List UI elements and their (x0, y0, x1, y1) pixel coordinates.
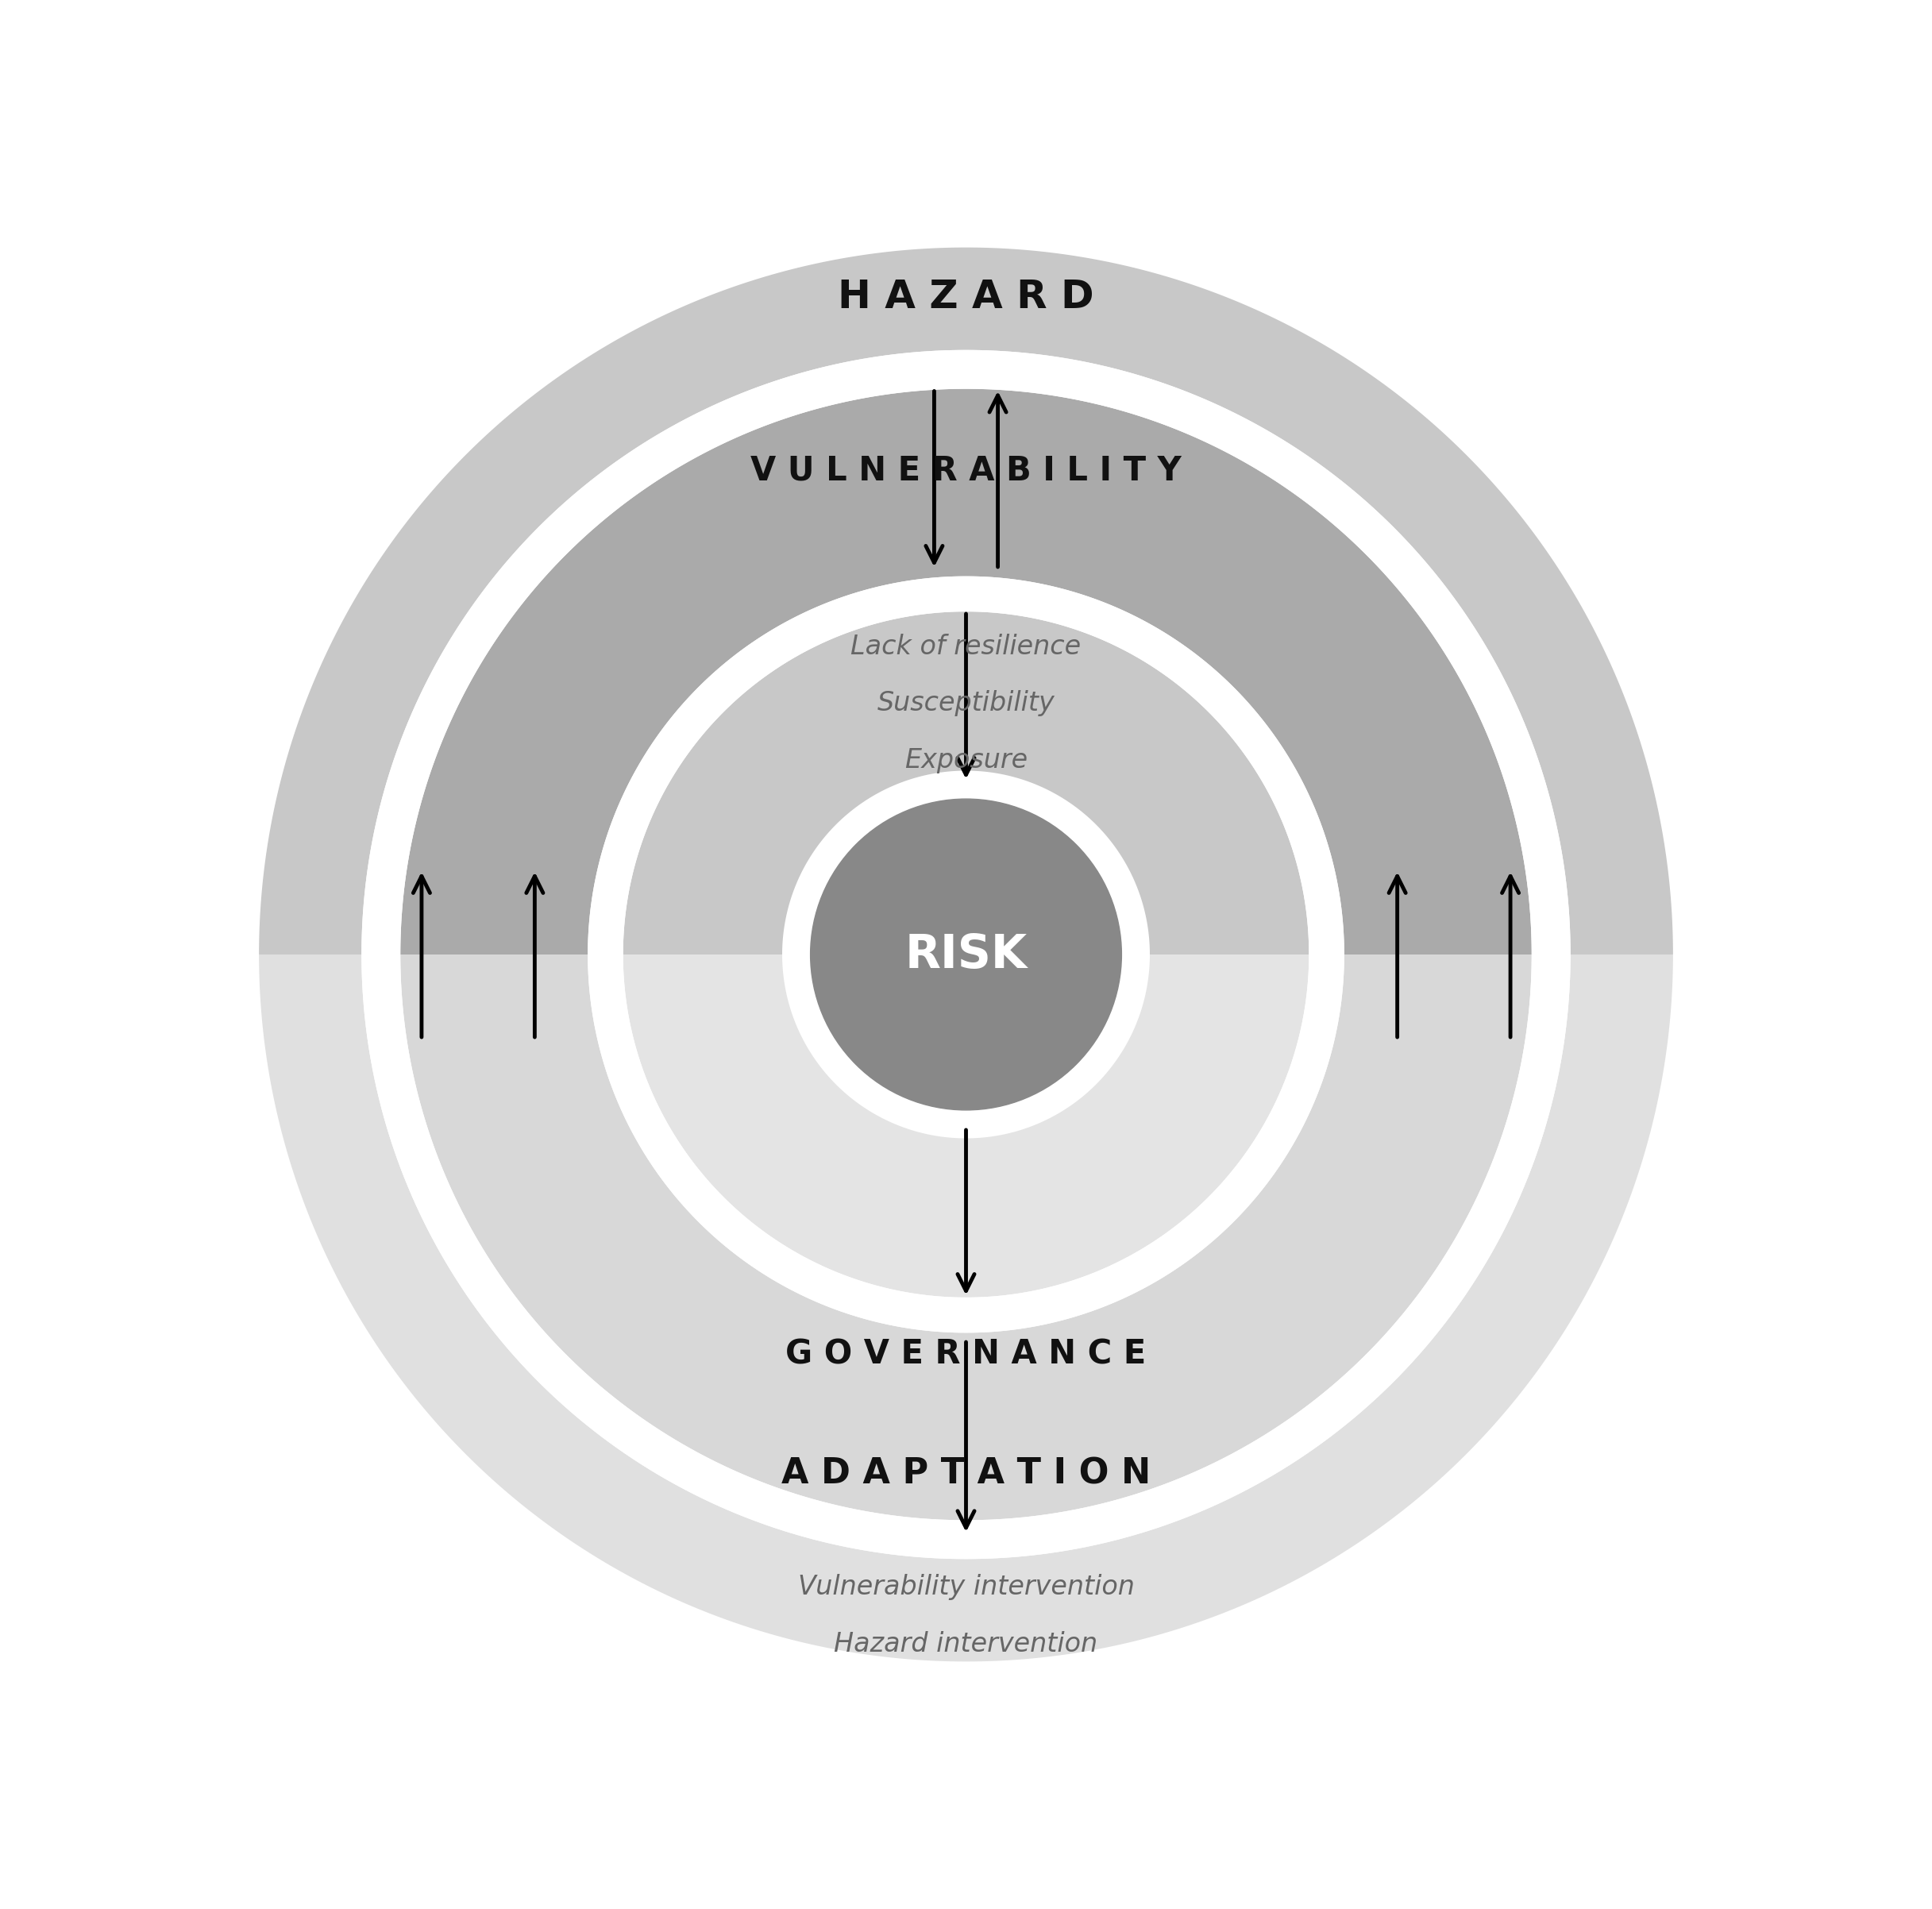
Text: RISK: RISK (904, 932, 1028, 977)
Text: Hazard intervention: Hazard intervention (835, 1630, 1097, 1657)
Polygon shape (361, 954, 1571, 1560)
Text: Susceptibility: Susceptibility (877, 691, 1055, 716)
Text: H A Z A R D: H A Z A R D (838, 279, 1094, 317)
Polygon shape (361, 349, 1571, 954)
Polygon shape (624, 611, 1308, 954)
Polygon shape (624, 954, 1308, 1298)
Text: Vulnerability intervention: Vulnerability intervention (798, 1575, 1134, 1600)
Text: Lack of resilience: Lack of resilience (850, 634, 1082, 661)
Polygon shape (259, 248, 1673, 954)
Polygon shape (400, 389, 1532, 954)
Polygon shape (587, 954, 1345, 1332)
Polygon shape (400, 954, 1532, 1520)
Text: V U L N E R A B I L I T Y: V U L N E R A B I L I T Y (750, 454, 1182, 487)
Polygon shape (259, 954, 1673, 1661)
Text: A D A P T A T I O N: A D A P T A T I O N (781, 1457, 1151, 1491)
Polygon shape (587, 577, 1345, 954)
Text: G O V E R N A N C E: G O V E R N A N C E (786, 1338, 1146, 1371)
Text: Exposure: Exposure (904, 746, 1028, 773)
Circle shape (810, 800, 1122, 1109)
